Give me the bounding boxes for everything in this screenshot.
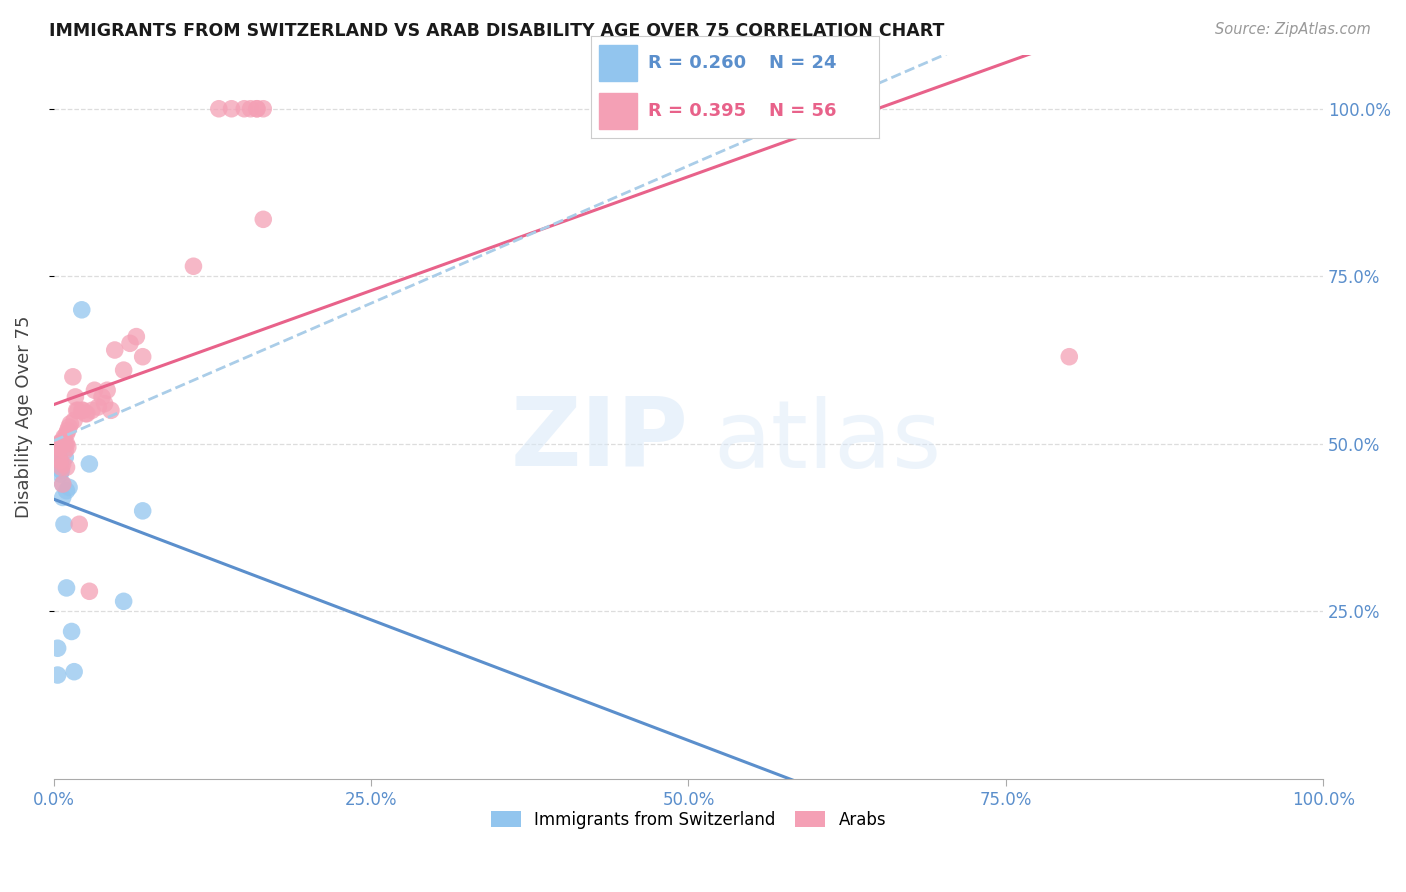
Point [83, 383, 105, 397]
Point [131, 504, 153, 518]
Point [51, 437, 73, 451]
Point [221, 102, 243, 116]
Point [53, 437, 76, 451]
Point [46, 437, 69, 451]
Point [252, 102, 274, 116]
Point [67, 517, 90, 532]
Point [104, 343, 127, 357]
Point [93, 396, 115, 410]
Point [52, 434, 75, 448]
Text: atlas: atlas [714, 396, 942, 488]
Point [246, 102, 269, 116]
Point [55, 437, 77, 451]
Point [72, 403, 94, 417]
Point [246, 102, 269, 116]
Point [53, 437, 76, 451]
Point [49, 467, 72, 481]
Text: ZIP: ZIP [510, 392, 689, 485]
Legend: Immigrants from Switzerland, Arabs: Immigrants from Switzerland, Arabs [484, 805, 893, 836]
Point [52, 457, 75, 471]
Point [51, 460, 73, 475]
Text: N = 56: N = 56 [769, 102, 837, 120]
Point [62, 369, 84, 384]
Point [56, 440, 79, 454]
Point [58, 420, 80, 434]
Text: R = 0.395: R = 0.395 [648, 102, 747, 120]
Point [49, 437, 72, 451]
Point [53, 450, 76, 465]
Point [79, 457, 101, 471]
Point [53, 517, 76, 532]
Text: Source: ZipAtlas.com: Source: ZipAtlas.com [1215, 22, 1371, 37]
Point [79, 584, 101, 599]
Point [76, 407, 98, 421]
Point [118, 336, 141, 351]
Point [46, 440, 69, 454]
Point [55, 483, 77, 498]
Point [1059, 350, 1081, 364]
Point [49, 453, 72, 467]
Point [52, 477, 75, 491]
Point [52, 477, 75, 491]
Point [55, 426, 77, 441]
Point [91, 390, 114, 404]
Point [46, 668, 69, 682]
Point [233, 102, 256, 116]
Point [183, 259, 205, 273]
Point [51, 437, 73, 451]
Point [87, 400, 110, 414]
Point [58, 480, 80, 494]
Point [252, 212, 274, 227]
Text: R = 0.260: R = 0.260 [648, 54, 747, 72]
Bar [599, 93, 637, 129]
Point [63, 665, 86, 679]
Point [49, 437, 72, 451]
Point [239, 102, 262, 116]
Point [75, 407, 97, 421]
Point [125, 329, 148, 343]
Text: IMMIGRANTS FROM SWITZERLAND VS ARAB DISABILITY AGE OVER 75 CORRELATION CHART: IMMIGRANTS FROM SWITZERLAND VS ARAB DISA… [49, 22, 945, 40]
Point [52, 491, 75, 505]
Point [70, 302, 93, 317]
Point [66, 403, 89, 417]
Text: N = 24: N = 24 [769, 54, 837, 72]
Point [49, 453, 72, 467]
Point [48, 443, 70, 458]
Point [131, 350, 153, 364]
Y-axis label: Disability Age Over 75: Disability Age Over 75 [15, 316, 32, 518]
Point [48, 453, 70, 467]
Bar [599, 45, 637, 81]
Point [112, 363, 135, 377]
Point [59, 417, 82, 431]
Point [63, 413, 86, 427]
Point [55, 460, 77, 475]
Point [55, 581, 77, 595]
Point [65, 390, 87, 404]
Point [49, 440, 72, 454]
Point [60, 624, 83, 639]
Point [48, 440, 70, 454]
Point [56, 424, 79, 438]
Point [53, 443, 76, 458]
Point [46, 641, 69, 656]
Point [208, 102, 231, 116]
Point [66, 403, 89, 417]
Point [53, 437, 76, 451]
Point [100, 403, 122, 417]
Point [48, 450, 70, 465]
Point [96, 383, 118, 397]
Point [80, 403, 103, 417]
Point [51, 464, 73, 478]
Point [112, 594, 135, 608]
Point [70, 403, 93, 417]
Point [53, 430, 76, 444]
Point [49, 440, 72, 454]
